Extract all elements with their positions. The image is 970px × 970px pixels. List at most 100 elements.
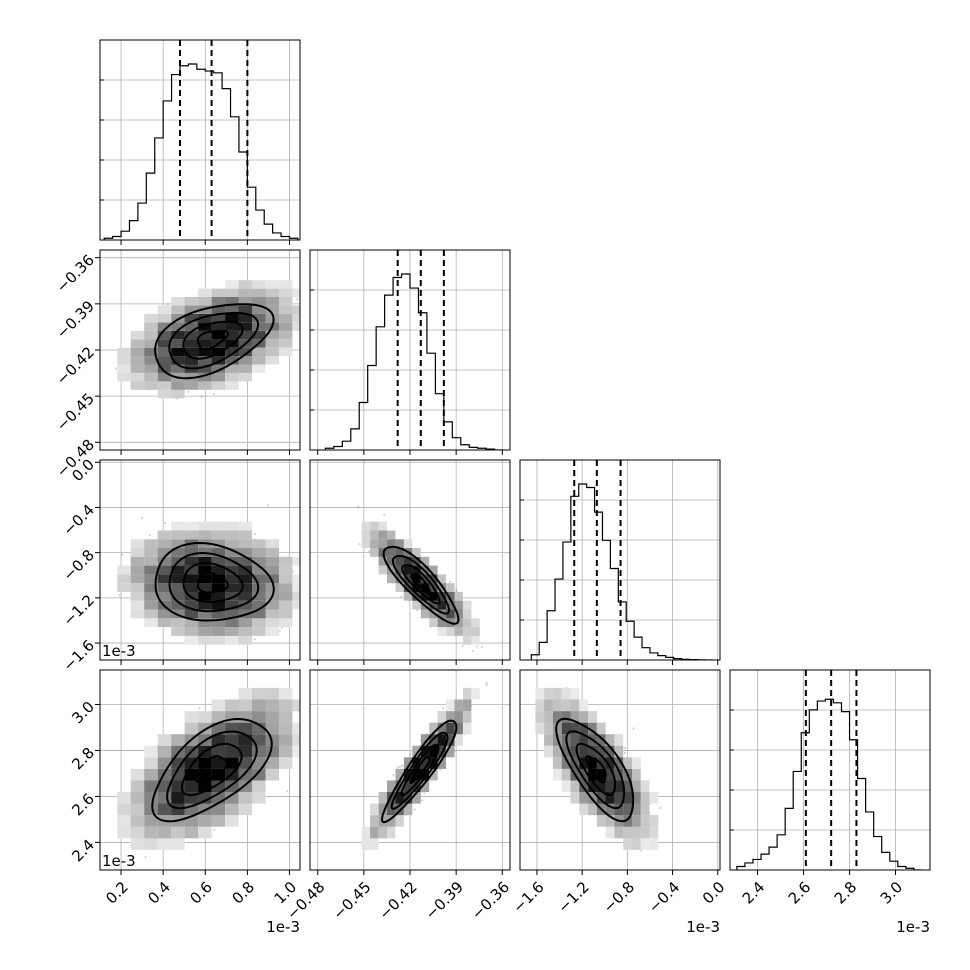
histogram-steps [324, 273, 504, 450]
density-cell [144, 313, 158, 323]
contour-level-0 [196, 329, 229, 351]
density-cell [144, 539, 158, 549]
contour-level-0 [196, 571, 230, 594]
y-tick-label: −0.8 [60, 546, 98, 584]
density-cell [184, 600, 199, 610]
density-cell [378, 565, 387, 575]
density-cell [361, 539, 371, 549]
density-cell [387, 548, 396, 557]
density-cell [117, 565, 131, 575]
density-cell [171, 548, 185, 557]
density-cell [211, 305, 226, 314]
sample-point [480, 646, 483, 649]
density-cell [130, 583, 145, 592]
density-cell [437, 600, 446, 610]
density-cells [117, 280, 300, 399]
density-cell [278, 347, 293, 357]
density-cell [225, 609, 239, 619]
density-cell [265, 548, 279, 557]
density-cell [211, 583, 226, 592]
density-cell [225, 313, 239, 323]
contour-level-0 [410, 573, 432, 595]
density-cell [225, 591, 239, 601]
density-cell [238, 583, 252, 592]
density-cell [292, 313, 300, 323]
density-cell [130, 381, 145, 390]
density-cell [238, 635, 252, 645]
density-cell [144, 339, 158, 348]
density-cell [184, 548, 199, 557]
density-cell [395, 556, 404, 566]
histogram-steps [103, 63, 299, 240]
y-tick-label: −0.36 [53, 251, 98, 296]
density-cell [184, 574, 199, 584]
density-cell [144, 591, 158, 601]
density-cell [412, 591, 421, 601]
density-cell [225, 600, 239, 610]
density-cell [238, 356, 252, 365]
density-cell [198, 313, 212, 323]
density-cell [446, 600, 455, 610]
density-cell [211, 530, 226, 540]
density-cell [130, 600, 145, 610]
histogram-panel-2 [519, 459, 721, 665]
density-cell [252, 347, 266, 357]
sample-point [296, 298, 299, 301]
density-cell [130, 574, 145, 584]
density-cell [437, 618, 446, 628]
density-cell [171, 539, 185, 549]
density-cell [211, 618, 226, 628]
density-cell [211, 313, 226, 323]
density-cell [225, 288, 239, 297]
density-cell [130, 609, 145, 619]
density-cell [225, 347, 239, 357]
density-cell [225, 280, 239, 289]
density-cell [252, 574, 266, 584]
density-cell [225, 330, 239, 340]
density-cell [454, 627, 463, 636]
density-cell [130, 330, 145, 340]
density-cell [184, 339, 199, 348]
density-cell [157, 574, 172, 584]
density-cell [130, 565, 145, 575]
density-cell [130, 539, 145, 549]
density-cell [429, 591, 438, 601]
density-cell [171, 347, 185, 357]
density-cell [130, 591, 145, 601]
sample-point [166, 303, 169, 306]
contour-level-2 [168, 311, 260, 370]
density-cell [278, 330, 293, 340]
density-cell [412, 548, 421, 557]
density-cell [238, 618, 252, 628]
density-cell [211, 556, 226, 566]
density-cell [265, 347, 279, 357]
density-cell [370, 521, 379, 531]
density-cell [265, 313, 279, 323]
density-cell [420, 609, 430, 619]
density-cell [265, 627, 279, 636]
density-cell [225, 548, 239, 557]
sample-point [266, 503, 269, 507]
density-cell [238, 373, 252, 382]
density-cell [171, 330, 185, 340]
density-cell [130, 364, 145, 373]
density-cell [437, 583, 446, 592]
density-cell [198, 297, 212, 306]
density-cell [412, 574, 421, 584]
density-cell [252, 591, 266, 601]
density-cell [278, 322, 293, 331]
density-cell [184, 330, 199, 340]
histogram-panel-0 [99, 39, 301, 245]
density-cell [265, 565, 279, 575]
density-cell [198, 591, 212, 601]
density-cell [265, 305, 279, 314]
density-cell [378, 539, 387, 549]
sample-point [118, 594, 121, 597]
density-cell [184, 521, 199, 531]
density-cell [370, 539, 379, 549]
density-cell [265, 339, 279, 348]
density-cell [198, 609, 212, 619]
sample-point [253, 638, 257, 641]
density-cell [378, 521, 387, 531]
